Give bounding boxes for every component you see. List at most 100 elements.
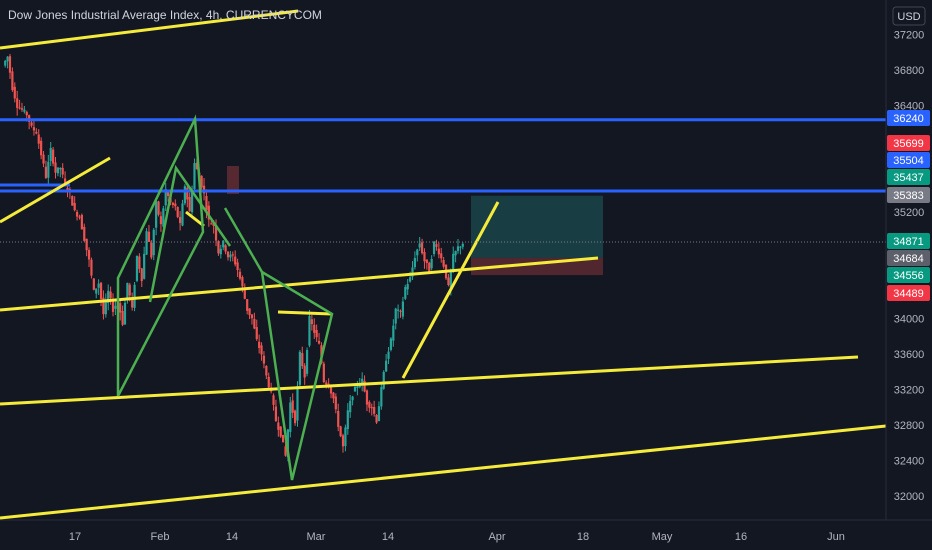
- candle-body: [157, 201, 160, 215]
- pattern-lines-jan-inner[interactable]: [148, 164, 232, 303]
- price-badge-label: 35437: [893, 172, 924, 184]
- candle-body: [353, 386, 357, 392]
- candle-body: [272, 395, 275, 405]
- candle-body: [277, 422, 280, 430]
- candle-body: [325, 382, 328, 385]
- candle-body: [310, 319, 313, 325]
- candle-body: [255, 327, 258, 340]
- position-stop-zone[interactable]: [471, 257, 603, 276]
- candle-body: [332, 392, 335, 399]
- highlight-box[interactable]: [227, 166, 239, 194]
- price-badge: [887, 135, 930, 151]
- candle-body: [282, 434, 285, 443]
- candle-body: [111, 301, 115, 312]
- trendline-top[interactable]: [0, 9, 299, 50]
- candle-body: [164, 189, 167, 206]
- price-badges: 36240 35699 35504 35437 35383 34871 34684 34556…: [887, 110, 930, 301]
- candle-body: [389, 338, 393, 350]
- candle-body: [459, 246, 462, 248]
- price-badge: [887, 187, 930, 203]
- candle-body: [298, 351, 301, 385]
- x-tick-label: Apr: [488, 531, 505, 543]
- x-tick-label: Feb: [151, 531, 170, 543]
- candle-body: [313, 324, 316, 333]
- currency-badge[interactable]: [892, 6, 926, 26]
- pattern-lines-jan[interactable]: [116, 114, 205, 397]
- position-tool[interactable]: [227, 166, 603, 276]
- pattern-lines-mar[interactable]: [260, 270, 334, 481]
- trendline-channel-lower[interactable]: [0, 424, 887, 520]
- candle-body: [99, 282, 103, 299]
- trendline-short-flag[interactable]: [277, 310, 333, 316]
- trendline-upper-left[interactable]: [0, 156, 111, 224]
- x-ticks: 17 Feb 14 Mar 14 Apr 18 May 16 Jun: [69, 531, 845, 543]
- candle-body: [411, 267, 414, 277]
- candle-body: [305, 349, 309, 374]
- candle-body: [440, 253, 443, 259]
- candle-body: [6, 56, 9, 62]
- time-axis[interactable]: [0, 519, 932, 550]
- candle-body: [71, 196, 74, 206]
- candle-body: [267, 376, 270, 388]
- candle-body: [430, 258, 433, 269]
- candle-body: [167, 191, 170, 197]
- candle-body: [131, 297, 134, 308]
- candle-body: [432, 241, 436, 254]
- candle-body: [56, 167, 60, 174]
- candle-body: [128, 284, 131, 296]
- candle-body: [447, 277, 450, 285]
- candle-body: [159, 216, 163, 225]
- candle-body: [293, 410, 297, 424]
- candle-body: [370, 407, 373, 409]
- candle-body: [162, 208, 165, 227]
- price-badge: [887, 169, 930, 185]
- candle-body: [200, 175, 203, 188]
- candle-body: [49, 147, 52, 161]
- candle-body: [461, 243, 464, 247]
- candle-body: [219, 248, 222, 255]
- y-tick-label: 35200: [894, 207, 925, 219]
- candle-body: [183, 186, 186, 204]
- y-tick-label: 37200: [894, 30, 925, 42]
- trendline-feb-mini[interactable]: [185, 210, 205, 228]
- candle-body: [20, 108, 24, 110]
- candle-body: [289, 402, 292, 432]
- candle-body: [246, 299, 249, 311]
- candle-body: [301, 353, 304, 367]
- price-badge: [887, 250, 930, 266]
- drawings[interactable]: [0, 9, 887, 520]
- candle-body: [44, 166, 48, 178]
- candle-body: [109, 291, 112, 299]
- candle-body: [375, 415, 378, 423]
- candle-body: [176, 206, 179, 218]
- candle-body: [401, 301, 405, 317]
- candle-body: [13, 86, 16, 99]
- pattern-line-mar-inner[interactable]: [223, 207, 264, 273]
- candle-body: [107, 290, 110, 303]
- trendline-rally[interactable]: [401, 201, 500, 379]
- candle-body: [37, 134, 40, 144]
- price-badge-label: 35383: [893, 190, 924, 202]
- candle-body: [416, 249, 419, 256]
- candle-body: [4, 60, 7, 66]
- trendline-channel-upper[interactable]: [0, 355, 859, 406]
- x-tick-label: 17: [69, 531, 81, 543]
- y-tick-label: 32000: [894, 491, 925, 503]
- candle-body: [238, 271, 242, 279]
- horizontal-levels[interactable]: [0, 118, 886, 193]
- candle-body: [265, 365, 268, 376]
- candle-body: [449, 270, 452, 288]
- position-target-zone[interactable]: [471, 195, 603, 258]
- candle-body: [351, 396, 354, 401]
- candle-body: [231, 254, 234, 256]
- candle-body: [308, 315, 311, 346]
- trendline-mid[interactable]: [0, 256, 599, 312]
- candle-body: [78, 216, 81, 218]
- candle-body: [97, 283, 100, 288]
- x-tick-label: Mar: [307, 531, 326, 543]
- y-tick-label: 36800: [894, 65, 925, 77]
- candle-body: [95, 288, 98, 294]
- candle-body: [250, 314, 254, 319]
